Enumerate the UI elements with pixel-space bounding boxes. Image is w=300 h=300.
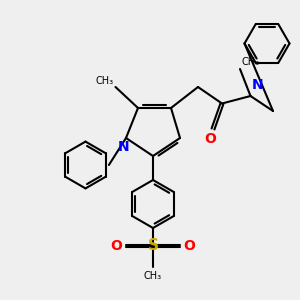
Text: S: S [148,238,158,253]
Text: CH₃: CH₃ [242,57,260,67]
Text: O: O [110,239,122,253]
Text: CH₃: CH₃ [144,271,162,281]
Text: N: N [252,78,264,92]
Text: O: O [205,132,217,146]
Text: O: O [184,239,196,253]
Text: CH₃: CH₃ [96,76,114,85]
Text: N: N [118,140,129,154]
